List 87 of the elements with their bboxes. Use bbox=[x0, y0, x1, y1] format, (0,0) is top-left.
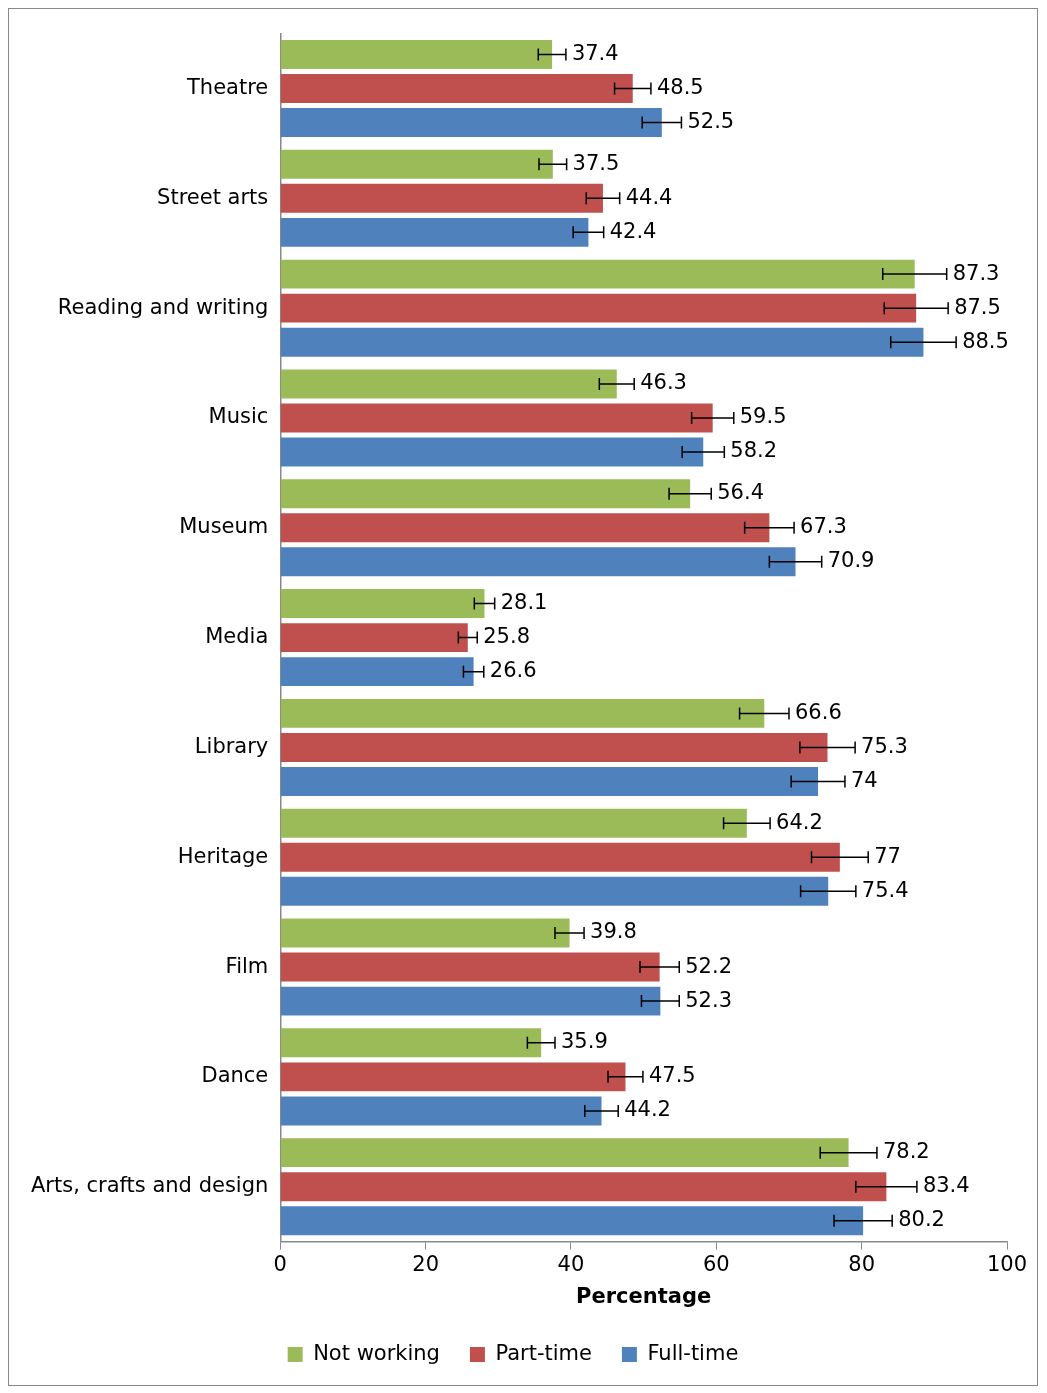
bar bbox=[280, 657, 474, 687]
bar bbox=[280, 623, 468, 653]
bar bbox=[280, 589, 485, 619]
bar bbox=[280, 74, 633, 103]
bar bbox=[280, 513, 770, 543]
x-tick-label: 100 bbox=[986, 1251, 1028, 1276]
bar bbox=[280, 876, 829, 906]
bar bbox=[280, 1028, 542, 1058]
data-label: 48.5 bbox=[656, 74, 704, 99]
data-label: 44.2 bbox=[624, 1097, 671, 1122]
y-tick-label: Street arts bbox=[157, 184, 269, 209]
data-label: 37.5 bbox=[572, 150, 620, 175]
data-label: 58.2 bbox=[730, 438, 778, 463]
data-label: 88.5 bbox=[962, 328, 1009, 353]
data-label: 80.2 bbox=[898, 1207, 945, 1232]
data-label: 64.2 bbox=[776, 809, 823, 834]
data-label: 47.5 bbox=[648, 1063, 696, 1088]
bar bbox=[280, 1138, 849, 1168]
bar bbox=[280, 1062, 626, 1092]
data-label: 83.4 bbox=[922, 1173, 970, 1198]
y-tick-label: Reading and writing bbox=[57, 294, 269, 319]
bar bbox=[280, 183, 603, 213]
y-tick-label: Dance bbox=[201, 1063, 269, 1088]
legend-label: Part-time bbox=[495, 1340, 592, 1365]
x-tick-label: 0 bbox=[273, 1251, 287, 1276]
bar bbox=[280, 842, 840, 872]
bar bbox=[280, 479, 691, 509]
bar bbox=[280, 369, 617, 399]
y-tick-label: Arts, crafts and design bbox=[31, 1173, 269, 1198]
bar bbox=[280, 547, 796, 577]
x-tick-label: 20 bbox=[412, 1251, 439, 1276]
y-tick-label: Library bbox=[194, 733, 269, 758]
data-label: 52.3 bbox=[685, 987, 733, 1012]
legend-label: Not working bbox=[313, 1340, 440, 1365]
x-tick-label: 60 bbox=[702, 1251, 730, 1276]
data-label: 56.4 bbox=[717, 480, 764, 505]
y-tick-label: Heritage bbox=[177, 843, 269, 868]
data-label: 77 bbox=[874, 843, 901, 868]
bar bbox=[280, 986, 661, 1016]
data-label: 35.9 bbox=[560, 1029, 608, 1054]
bar bbox=[280, 766, 819, 796]
x-axis-title: Percentage bbox=[576, 1283, 712, 1308]
bar bbox=[280, 918, 570, 948]
data-label: 75.3 bbox=[861, 733, 908, 758]
data-label: 66.6 bbox=[794, 699, 842, 724]
bar bbox=[280, 1096, 602, 1126]
bar bbox=[280, 40, 553, 69]
bar bbox=[280, 732, 828, 762]
bar bbox=[280, 259, 915, 289]
data-label: 70.9 bbox=[827, 548, 875, 573]
data-label: 44.4 bbox=[625, 184, 673, 209]
data-label: 28.1 bbox=[500, 590, 548, 615]
data-label: 26.6 bbox=[489, 658, 537, 683]
data-label: 75.4 bbox=[861, 877, 909, 902]
data-label: 25.8 bbox=[483, 624, 530, 649]
bar bbox=[280, 698, 765, 728]
data-label: 78.2 bbox=[882, 1139, 930, 1164]
data-label: 87.5 bbox=[954, 294, 1001, 319]
data-label: 52.5 bbox=[687, 109, 735, 134]
y-tick-label: Theatre bbox=[186, 74, 269, 99]
y-tick-label: Film bbox=[225, 953, 269, 978]
x-tick-label: 40 bbox=[557, 1251, 585, 1276]
data-label: 46.3 bbox=[640, 370, 687, 395]
bar bbox=[280, 108, 662, 138]
bar bbox=[280, 1172, 887, 1202]
y-tick-label: Media bbox=[205, 624, 269, 649]
data-label: 74 bbox=[850, 767, 878, 792]
y-tick-label: Museum bbox=[179, 514, 269, 539]
data-label: 37.4 bbox=[571, 40, 619, 65]
data-label: 67.3 bbox=[800, 514, 847, 539]
bar bbox=[280, 437, 704, 467]
data-label: 87.3 bbox=[952, 260, 1000, 285]
bar bbox=[280, 403, 713, 433]
bar bbox=[280, 1206, 864, 1236]
bar bbox=[280, 217, 589, 247]
bar bbox=[280, 808, 747, 838]
bar bbox=[280, 327, 924, 357]
data-label: 39.8 bbox=[590, 919, 637, 944]
bar bbox=[280, 293, 917, 323]
bar bbox=[280, 952, 660, 982]
bar bbox=[280, 149, 553, 179]
data-label: 42.4 bbox=[609, 218, 657, 243]
x-tick-label: 80 bbox=[848, 1251, 876, 1276]
y-tick-label: Music bbox=[208, 404, 269, 429]
data-label: 52.2 bbox=[685, 953, 733, 978]
legend-label: Full-time bbox=[647, 1340, 739, 1365]
data-label: 59.5 bbox=[739, 404, 787, 429]
